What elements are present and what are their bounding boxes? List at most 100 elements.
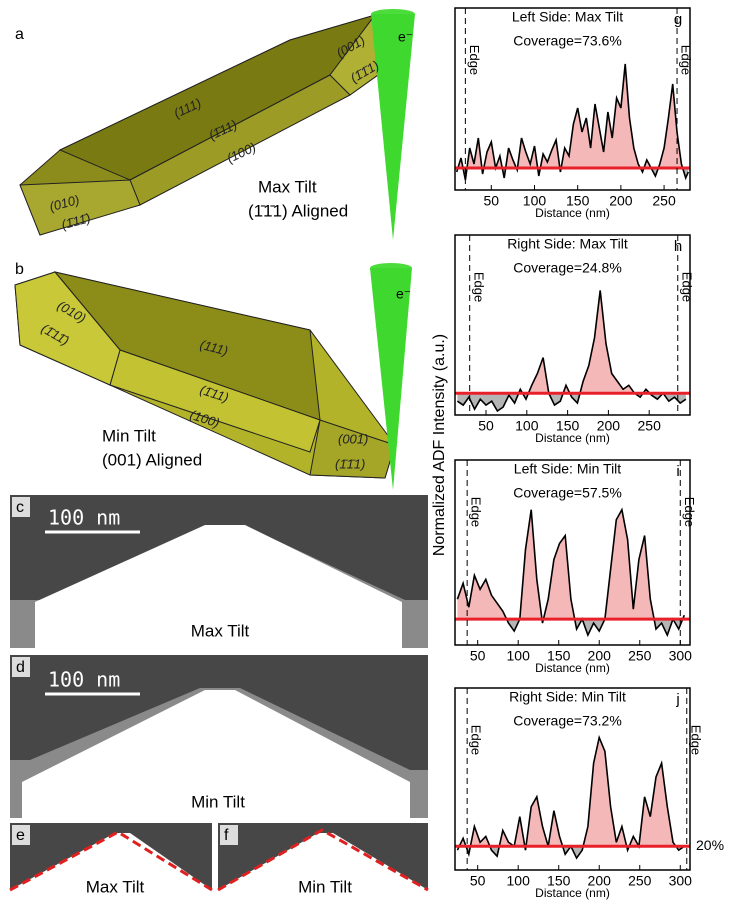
- panel-letter: e: [16, 827, 25, 844]
- chart-subtitle: Coverage=24.8%: [513, 260, 622, 276]
- x-axis-label: Distance (nm): [535, 886, 610, 900]
- image-c: c 100 nm Max Tilt: [10, 495, 428, 648]
- caption: (001) Aligned: [102, 450, 202, 469]
- x-tick-label: 250: [628, 648, 652, 664]
- edge-label: Edge: [679, 45, 694, 75]
- edge-fit: [9, 830, 213, 892]
- chart-title: Left Side: Min Tilt: [514, 461, 621, 477]
- facet-label: (001): [338, 431, 368, 446]
- x-tick-label: 100: [507, 873, 531, 889]
- chart-subtitle: Coverage=57.5%: [513, 485, 622, 501]
- x-tick-label: 200: [588, 648, 612, 664]
- chart-title: Left Side: Max Tilt: [512, 9, 623, 25]
- facet-label: (1̄1̄1): [335, 456, 365, 471]
- coverage-fill: [457, 509, 685, 620]
- crystal-end: [309, 419, 396, 479]
- caption: (1̄1̄1) Aligned: [248, 201, 348, 220]
- panel-letter: a: [15, 26, 24, 43]
- caption: Max Tilt: [258, 177, 317, 196]
- chart-subtitle: Coverage=73.2%: [513, 713, 622, 729]
- scale-label: 100 nm: [48, 668, 120, 692]
- x-tick-label: 300: [669, 873, 693, 889]
- plot-frame: [454, 7, 691, 191]
- x-tick-label: 50: [470, 873, 486, 889]
- particle: [35, 525, 402, 648]
- threshold-label: 20%: [696, 837, 724, 853]
- x-tick-label: 50: [478, 418, 494, 434]
- caption: Min Tilt: [298, 877, 352, 896]
- x-tick-label: 100: [523, 193, 547, 209]
- beam-label: e⁻: [398, 29, 413, 45]
- facet-label: (111): [198, 337, 229, 359]
- letter-bg: [220, 825, 238, 845]
- panel-letter: d: [16, 659, 25, 676]
- x-axis-label: Distance (nm): [535, 206, 610, 220]
- edge-label: Edge: [688, 725, 703, 755]
- x-tick-label: 250: [652, 193, 676, 209]
- letter-bg: [12, 825, 30, 845]
- x-tick-label: 150: [547, 648, 571, 664]
- edge-label: Edge: [679, 272, 694, 302]
- caption: Max Tilt: [191, 621, 250, 640]
- x-tick-label: 150: [547, 873, 571, 889]
- x-tick-label: 300: [669, 648, 693, 664]
- x-tick-label: 200: [609, 193, 633, 209]
- edge-fit: [217, 828, 429, 892]
- x-tick-label: 100: [507, 648, 531, 664]
- edge-label: Edge: [469, 497, 484, 527]
- panel-letter: j: [675, 691, 679, 708]
- gap-fill: [457, 393, 686, 411]
- panel-letter: f: [224, 827, 229, 844]
- panel-letter: h: [674, 238, 682, 255]
- particle: [218, 833, 428, 905]
- letter-bg: [12, 657, 30, 677]
- particle: [22, 690, 410, 818]
- caption: Max Tilt: [86, 877, 145, 896]
- plot-frame: [454, 687, 691, 871]
- caption: Min Tilt: [191, 792, 245, 811]
- edge-label: Edge: [469, 725, 484, 755]
- crystal-end: [14, 271, 121, 386]
- panel-letter: i: [676, 463, 679, 480]
- x-tick-label: 150: [566, 193, 590, 209]
- diagram-b: b (010) (1̄11̄) (111) (1̄11) (100) (001)…: [14, 261, 412, 490]
- chart-title: Right Side: Max Tilt: [507, 236, 628, 252]
- image-e: e Max Tilt: [9, 823, 213, 905]
- x-tick-label: 50: [470, 648, 486, 664]
- plot-frame: [454, 234, 691, 416]
- beam-cone: [371, 14, 415, 240]
- x-tick-label: 250: [628, 873, 652, 889]
- beam-cone: [370, 268, 412, 490]
- facet-label: (1̄11̄): [60, 210, 92, 232]
- panel-letter: g: [674, 11, 682, 28]
- line: [456, 507, 686, 638]
- x-tick-label: 200: [597, 418, 621, 434]
- gap-fill: [457, 619, 685, 636]
- chart-subtitle: Coverage=73.6%: [513, 33, 622, 49]
- x-tick-label: 150: [556, 418, 580, 434]
- chart-title: Right Side: Min Tilt: [509, 689, 626, 705]
- x-axis-label: Distance (nm): [535, 431, 610, 445]
- diagram-a: a (001) (1̄1̄1) (111) (1̄11) (100) (010)…: [15, 9, 415, 240]
- letter-bg: [12, 497, 30, 517]
- crystal-end: [19, 179, 141, 236]
- y-axis-label: Normalized ADF Intensity (a.u.): [431, 334, 448, 556]
- scale-label: 100 nm: [48, 506, 120, 530]
- edge-label: Edge: [471, 272, 486, 302]
- line: [456, 290, 687, 413]
- panel-letter: b: [15, 261, 24, 278]
- particle: [10, 833, 212, 905]
- caption: Min Tilt: [102, 426, 156, 445]
- x-axis-label: Distance (nm): [535, 661, 610, 675]
- image-d: d 100 nm Min Tilt: [10, 655, 428, 818]
- panel-letter: c: [16, 499, 24, 516]
- x-tick-label: 50: [483, 193, 499, 209]
- coverage-fill: [459, 737, 676, 847]
- x-tick-label: 100: [515, 418, 539, 434]
- beam-label: e⁻: [396, 286, 411, 302]
- plot-frame: [454, 459, 691, 646]
- edge-label: Edge: [467, 45, 482, 75]
- x-tick-label: 250: [638, 418, 662, 434]
- coverage-fill: [456, 64, 689, 168]
